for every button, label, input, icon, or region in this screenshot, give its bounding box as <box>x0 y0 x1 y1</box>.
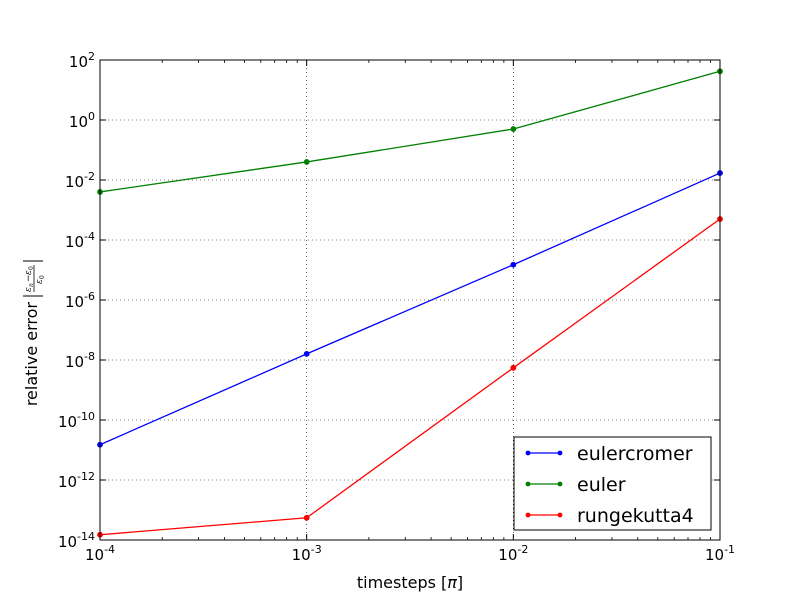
series-line-euler <box>99 70 721 193</box>
svg-text:ε: ε <box>35 279 45 284</box>
legend-marker <box>525 512 531 518</box>
data-point-euler <box>303 159 310 165</box>
data-point-euler <box>510 126 517 132</box>
legend-marker <box>557 450 563 456</box>
x-tick-label: 10-3 <box>292 543 322 564</box>
series-layer <box>97 68 723 538</box>
ticks: 10-4 10-3 10-2 10-1 102 100 10-2 10-4 10-6 10-8 10… <box>58 50 735 564</box>
x-tick-label: 10-4 <box>85 543 115 564</box>
data-point-eulercromer <box>510 261 517 268</box>
x-axis-label: timesteps [π] <box>357 573 463 592</box>
legend-marker <box>557 512 563 518</box>
svg-text:ε: ε <box>24 270 34 275</box>
legend-marker <box>557 481 563 487</box>
x-tick-label: 10-2 <box>498 543 528 564</box>
y-axis-label-formula: ε n − ε 0 ε 0 <box>23 260 46 297</box>
y-tick-label: 10-8 <box>65 350 95 371</box>
y-tick-label: 10-2 <box>65 170 95 191</box>
y-tick-label: 100 <box>69 110 95 131</box>
svg-text:0: 0 <box>39 275 46 279</box>
legend-marker <box>525 450 531 456</box>
legend-label-euler: euler <box>577 474 626 496</box>
svg-text:0: 0 <box>28 266 35 270</box>
legend-label-rungekutta4: rungekutta4 <box>577 505 694 527</box>
y-tick-label: 10-6 <box>65 290 95 311</box>
x-tick-label: 10-1 <box>705 543 735 564</box>
y-axis-label: relative error ε n − ε 0 ε 0 <box>22 260 46 407</box>
legend-label-eulercromer: eulercromer <box>577 443 693 465</box>
legend-marker <box>525 481 531 487</box>
y-tick-label: 10-12 <box>58 470 95 491</box>
y-tick-label: 10-14 <box>58 530 95 551</box>
series-line-rungekutta4 <box>99 218 721 536</box>
svg-text:ε: ε <box>24 287 34 292</box>
svg-text:−: − <box>24 274 34 282</box>
series-line-eulercromer <box>99 172 721 446</box>
data-point-rungekutta4 <box>303 514 310 521</box>
y-tick-label: 10-10 <box>58 410 95 431</box>
y-tick-label: 102 <box>69 50 95 71</box>
data-point-rungekutta4 <box>510 364 517 371</box>
data-point-eulercromer <box>303 350 310 357</box>
y-tick-label: 10-4 <box>65 230 95 251</box>
legend: eulercromer euler rungekutta4 <box>513 436 712 531</box>
svg-text:n: n <box>28 283 35 287</box>
y-axis-label-text: relative error <box>22 302 41 407</box>
